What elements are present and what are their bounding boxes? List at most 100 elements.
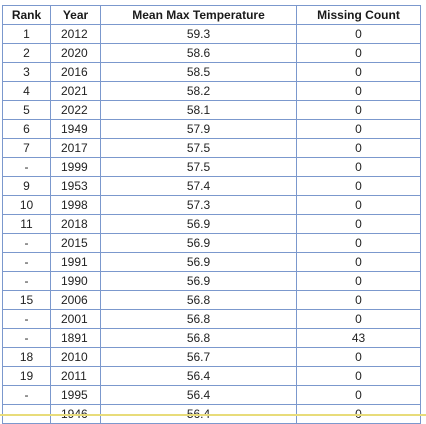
table-row: 2 2020 58.6 0 — [2, 43, 421, 63]
cell-year: 2022 — [50, 100, 101, 120]
cell-rank: 4 — [2, 81, 51, 101]
table-row: 15 2006 56.8 0 — [2, 290, 421, 310]
table-row: 7 2017 57.5 0 — [2, 138, 421, 158]
cell-year: 2017 — [50, 138, 101, 158]
cell-mean-max-temperature: 56.9 — [100, 214, 297, 234]
cell-mean-max-temperature: 56.8 — [100, 328, 297, 348]
cell-year: 2001 — [50, 309, 101, 329]
table-row: -2001 56.8 0 — [2, 309, 421, 329]
cell-missing-count: 43 — [296, 328, 421, 348]
cell-mean-max-temperature: 57.4 — [100, 176, 297, 196]
table-row: 4 2021 58.2 0 — [2, 81, 421, 101]
cell-mean-max-temperature: 57.5 — [100, 157, 297, 177]
cell-rank: - — [2, 157, 51, 177]
cell-rank: 2 — [2, 43, 51, 63]
cell-rank: 11 — [2, 214, 51, 234]
cell-rank: - — [2, 252, 51, 272]
table-row: 9 1953 57.4 0 — [2, 176, 421, 196]
header-rank[interactable]: Rank — [2, 5, 51, 25]
table-row: 3 2016 58.5 0 — [2, 62, 421, 82]
cell-missing-count: 0 — [296, 138, 421, 158]
cell-missing-count: 0 — [296, 252, 421, 272]
cell-mean-max-temperature: 56.9 — [100, 233, 297, 253]
cell-year: 1953 — [50, 176, 101, 196]
table-row: -1891 56.8 43 — [2, 328, 421, 348]
header-missing-count[interactable]: Missing Count — [296, 5, 421, 25]
cell-missing-count: 0 — [296, 309, 421, 329]
cell-missing-count: 0 — [296, 271, 421, 291]
cell-year: 1998 — [50, 195, 101, 215]
cell-year: 2012 — [50, 24, 101, 44]
bottom-divider — [0, 414, 426, 416]
cell-missing-count: 0 — [296, 157, 421, 177]
cell-mean-max-temperature: 57.3 — [100, 195, 297, 215]
cell-mean-max-temperature: 56.8 — [100, 309, 297, 329]
cell-rank: - — [2, 309, 51, 329]
cell-year: 2016 — [50, 62, 101, 82]
cell-rank: 7 — [2, 138, 51, 158]
cell-mean-max-temperature: 58.5 — [100, 62, 297, 82]
cell-missing-count: 0 — [296, 43, 421, 63]
cell-missing-count: 0 — [296, 347, 421, 367]
cell-mean-max-temperature: 56.8 — [100, 290, 297, 310]
cell-year: 1991 — [50, 252, 101, 272]
header-row: Rank Year Mean Max Temperature Missing C… — [2, 5, 421, 25]
cell-year: 2021 — [50, 81, 101, 101]
cell-rank: 15 — [2, 290, 51, 310]
cell-missing-count: 0 — [296, 119, 421, 139]
cell-rank: - — [2, 271, 51, 291]
cell-rank: 1 — [2, 24, 51, 44]
cell-rank: 19 — [2, 366, 51, 386]
cell-rank: - — [2, 233, 51, 253]
cell-missing-count: 0 — [296, 100, 421, 120]
cell-rank: 18 — [2, 347, 51, 367]
cell-year: 2006 — [50, 290, 101, 310]
cell-mean-max-temperature: 58.2 — [100, 81, 297, 101]
header-year[interactable]: Year — [50, 5, 101, 25]
cell-missing-count: 0 — [296, 214, 421, 234]
header-mean-max-temperature[interactable]: Mean Max Temperature — [100, 5, 297, 25]
cell-missing-count: 0 — [296, 233, 421, 253]
cell-mean-max-temperature: 58.1 — [100, 100, 297, 120]
cell-year: 2020 — [50, 43, 101, 63]
table-row: 1 2012 59.3 0 — [2, 24, 421, 44]
table-row: -1991 56.9 0 — [2, 252, 421, 272]
table-row: 6 1949 57.9 0 — [2, 119, 421, 139]
cell-mean-max-temperature: 56.9 — [100, 252, 297, 272]
cell-year: 2015 — [50, 233, 101, 253]
table-body: 1 2012 59.3 0 2 2020 58.6 0 3 2016 58.5 0 4 2021 58.2 0… — [2, 24, 421, 424]
cell-missing-count: 0 — [296, 24, 421, 44]
table-row: 11 2018 56.9 0 — [2, 214, 421, 234]
cell-mean-max-temperature: 57.9 — [100, 119, 297, 139]
cell-mean-max-temperature: 58.6 — [100, 43, 297, 63]
cell-rank: - — [2, 385, 51, 405]
cell-missing-count: 0 — [296, 62, 421, 82]
cell-rank: 10 — [2, 195, 51, 215]
cell-rank: 5 — [2, 100, 51, 120]
cell-rank: 6 — [2, 119, 51, 139]
results-table-container: Rank Year Mean Max Temperature Missing C… — [0, 5, 426, 424]
cell-missing-count: 0 — [296, 366, 421, 386]
cell-year: 1995 — [50, 385, 101, 405]
cell-mean-max-temperature: 56.9 — [100, 271, 297, 291]
table-row: 10 1998 57.3 0 — [2, 195, 421, 215]
cell-rank: - — [2, 328, 51, 348]
temperature-rank-table: Rank Year Mean Max Temperature Missing C… — [2, 5, 421, 424]
table-header: Rank Year Mean Max Temperature Missing C… — [2, 5, 421, 25]
table-row: -1995 56.4 0 — [2, 385, 421, 405]
cell-mean-max-temperature: 56.4 — [100, 385, 297, 405]
cell-year: 1949 — [50, 119, 101, 139]
cell-mean-max-temperature: 56.4 — [100, 366, 297, 386]
cell-missing-count: 0 — [296, 195, 421, 215]
table-row: -1990 56.9 0 — [2, 271, 421, 291]
table-row: 19 2011 56.4 0 — [2, 366, 421, 386]
cell-missing-count: 0 — [296, 176, 421, 196]
cell-missing-count: 0 — [296, 385, 421, 405]
table-row: -2015 56.9 0 — [2, 233, 421, 253]
cell-mean-max-temperature: 57.5 — [100, 138, 297, 158]
cell-mean-max-temperature: 56.7 — [100, 347, 297, 367]
cell-missing-count: 0 — [296, 290, 421, 310]
cell-year: 2018 — [50, 214, 101, 234]
table-row: 18 2010 56.7 0 — [2, 347, 421, 367]
table-row: -1999 57.5 0 — [2, 157, 421, 177]
